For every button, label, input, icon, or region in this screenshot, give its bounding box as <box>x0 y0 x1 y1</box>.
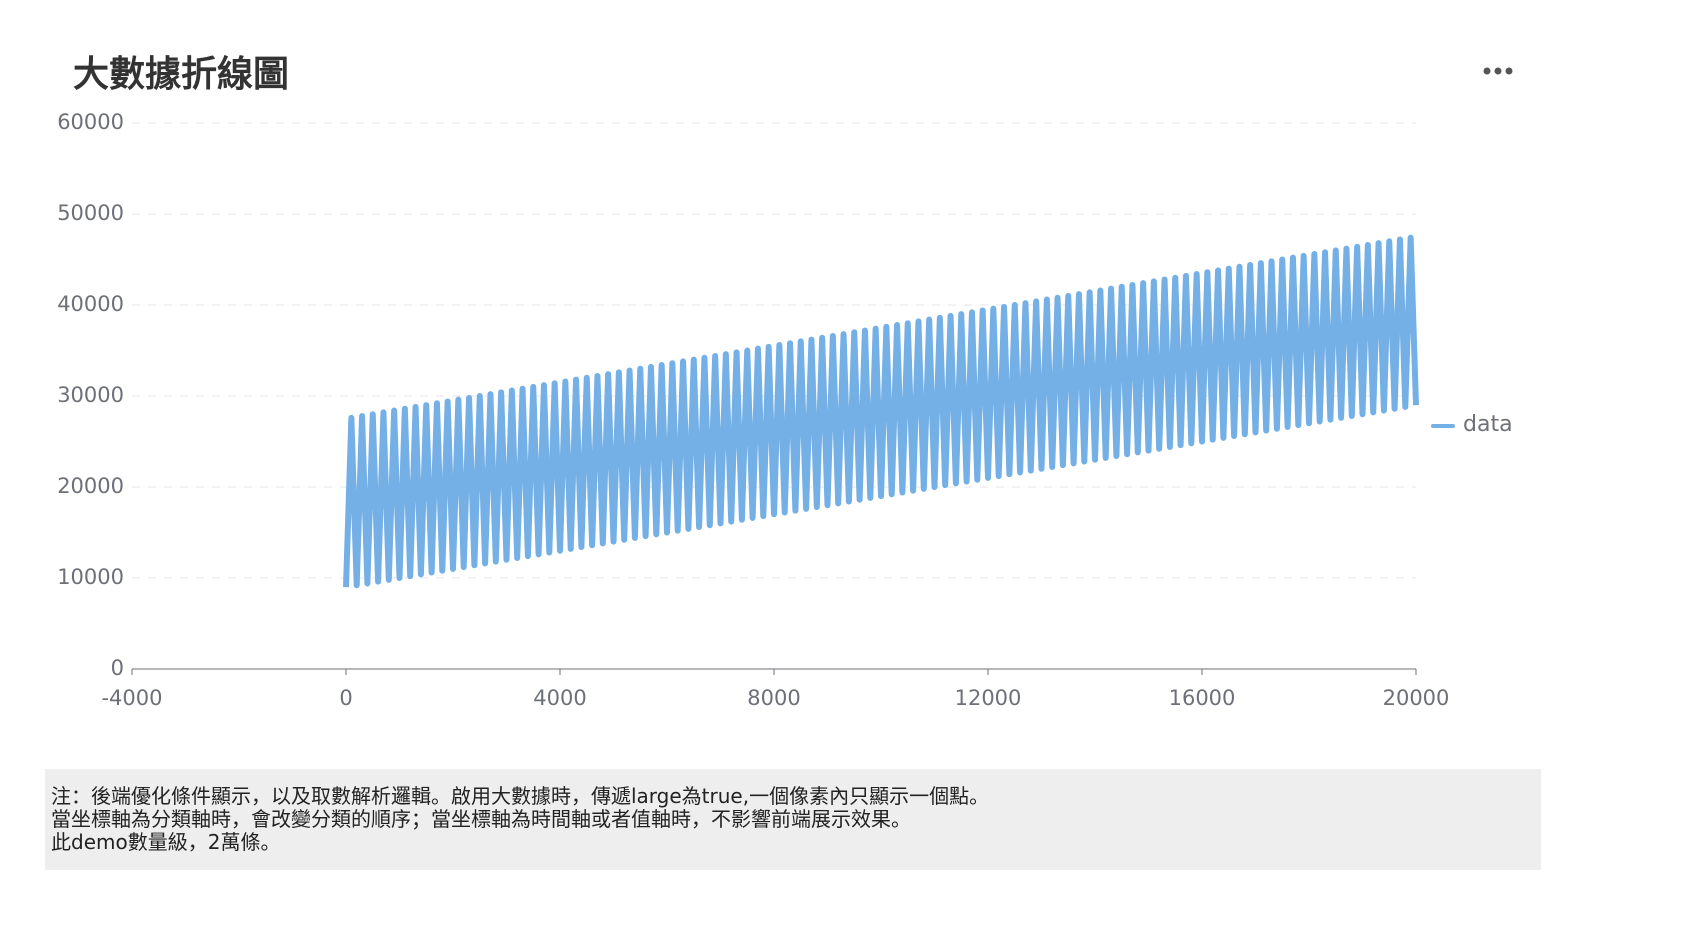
data-line <box>343 234 1419 589</box>
x-tick-label: 12000 <box>955 686 1022 710</box>
y-tick-label: 40000 <box>57 292 124 316</box>
note-line: 注：後端優化條件顯示，以及取數解析邏輯。啟用大數據時，傳遞large為true,… <box>51 784 990 808</box>
x-tick-label: 8000 <box>747 686 800 710</box>
note-line: 當坐標軸為分類軸時，會改變分類的順序；當坐標軸為時間軸或者值軸時，不影響前端展示… <box>51 807 911 831</box>
menu-dot[interactable] <box>1505 67 1513 75</box>
menu-dot[interactable] <box>1483 67 1491 75</box>
y-tick-label: 20000 <box>57 474 124 498</box>
menu-dot[interactable] <box>1494 67 1502 75</box>
y-tick-label: 60000 <box>57 110 124 134</box>
x-tick-label: -4000 <box>101 686 162 710</box>
note-box: 注：後端優化條件顯示，以及取數解析邏輯。啟用大數據時，傳遞large為true,… <box>45 769 1541 870</box>
y-tick-label: 50000 <box>57 201 124 225</box>
x-tick-label: 0 <box>339 686 352 710</box>
y-tick-label: 10000 <box>57 565 124 589</box>
x-tick-label: 20000 <box>1383 686 1450 710</box>
x-tick-label: 16000 <box>1169 686 1236 710</box>
chart: 大數據折線圖 0100002000030000400005000060000-4… <box>57 54 1513 710</box>
note-line: 此demo數量級，2萬條。 <box>51 830 281 854</box>
y-tick-label: 0 <box>111 656 124 680</box>
y-tick-label: 30000 <box>57 383 124 407</box>
menu-button[interactable] <box>1483 67 1513 75</box>
x-tick-label: 4000 <box>533 686 586 710</box>
legend-label: data <box>1463 412 1513 437</box>
chart-title: 大數據折線圖 <box>73 54 289 95</box>
